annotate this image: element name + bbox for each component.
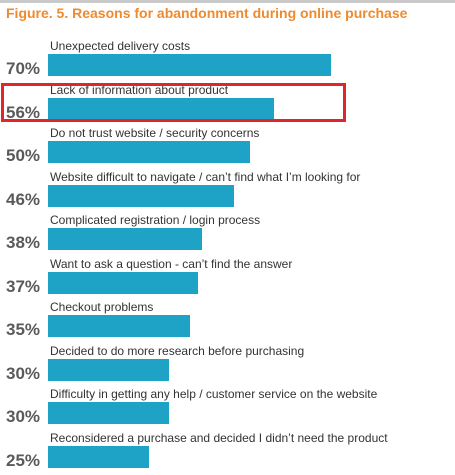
bar-row: Lack of information about product 56% xyxy=(0,83,455,126)
bar-row: Checkout problems 35% xyxy=(0,300,455,343)
bar xyxy=(48,228,202,250)
bar xyxy=(48,315,190,337)
value-label: 30% xyxy=(6,363,41,383)
bar xyxy=(48,54,331,76)
category-label: Want to ask a question - can’t find the … xyxy=(50,256,293,271)
bar-row: Complicated registration / login process… xyxy=(0,213,455,256)
bar xyxy=(48,184,234,207)
highlight-box xyxy=(1,83,346,122)
bar xyxy=(48,141,250,163)
value-label: 38% xyxy=(6,233,41,252)
category-label: Unexpected delivery costs xyxy=(50,39,191,53)
category-label: Website difficult to navigate / can’t fi… xyxy=(50,169,361,184)
bar-row: Unexpected delivery costs 70% xyxy=(0,39,455,82)
value-label: 46% xyxy=(6,189,41,209)
value-label: 35% xyxy=(6,320,41,339)
bar xyxy=(48,271,198,294)
value-label: 37% xyxy=(6,276,41,296)
category-label: Do not trust website / security concerns xyxy=(50,126,260,140)
bar-row: Do not trust website / security concerns… xyxy=(0,126,455,169)
category-label: Complicated registration / login process xyxy=(50,213,261,227)
bar-row: Decided to do more research before purch… xyxy=(0,344,455,387)
bar xyxy=(48,402,169,424)
bar-row: Website difficult to navigate / can’t fi… xyxy=(0,170,455,213)
value-label: 30% xyxy=(6,407,41,426)
bar-row: Difficulty in getting any help / custome… xyxy=(0,387,455,430)
category-label: Reconsidered a purchase and decided I di… xyxy=(50,430,388,445)
value-label: 50% xyxy=(6,146,41,165)
bar xyxy=(48,445,149,468)
category-label: Difficulty in getting any help / custome… xyxy=(50,387,378,401)
bar xyxy=(48,358,169,381)
bar xyxy=(48,97,274,120)
category-label: Lack of information about product xyxy=(50,82,229,97)
bar-row: Reconsidered a purchase and decided I di… xyxy=(0,431,455,474)
category-label: Decided to do more research before purch… xyxy=(50,343,305,358)
value-label: 56% xyxy=(6,102,41,122)
value-label: 70% xyxy=(6,59,41,78)
chart-title: Figure. 5. Reasons for abandonment durin… xyxy=(6,5,408,21)
category-label: Checkout problems xyxy=(50,300,154,314)
value-label: 25% xyxy=(6,450,41,470)
bar-row: Want to ask a question - can’t find the … xyxy=(0,257,455,300)
top-divider xyxy=(0,0,455,3)
